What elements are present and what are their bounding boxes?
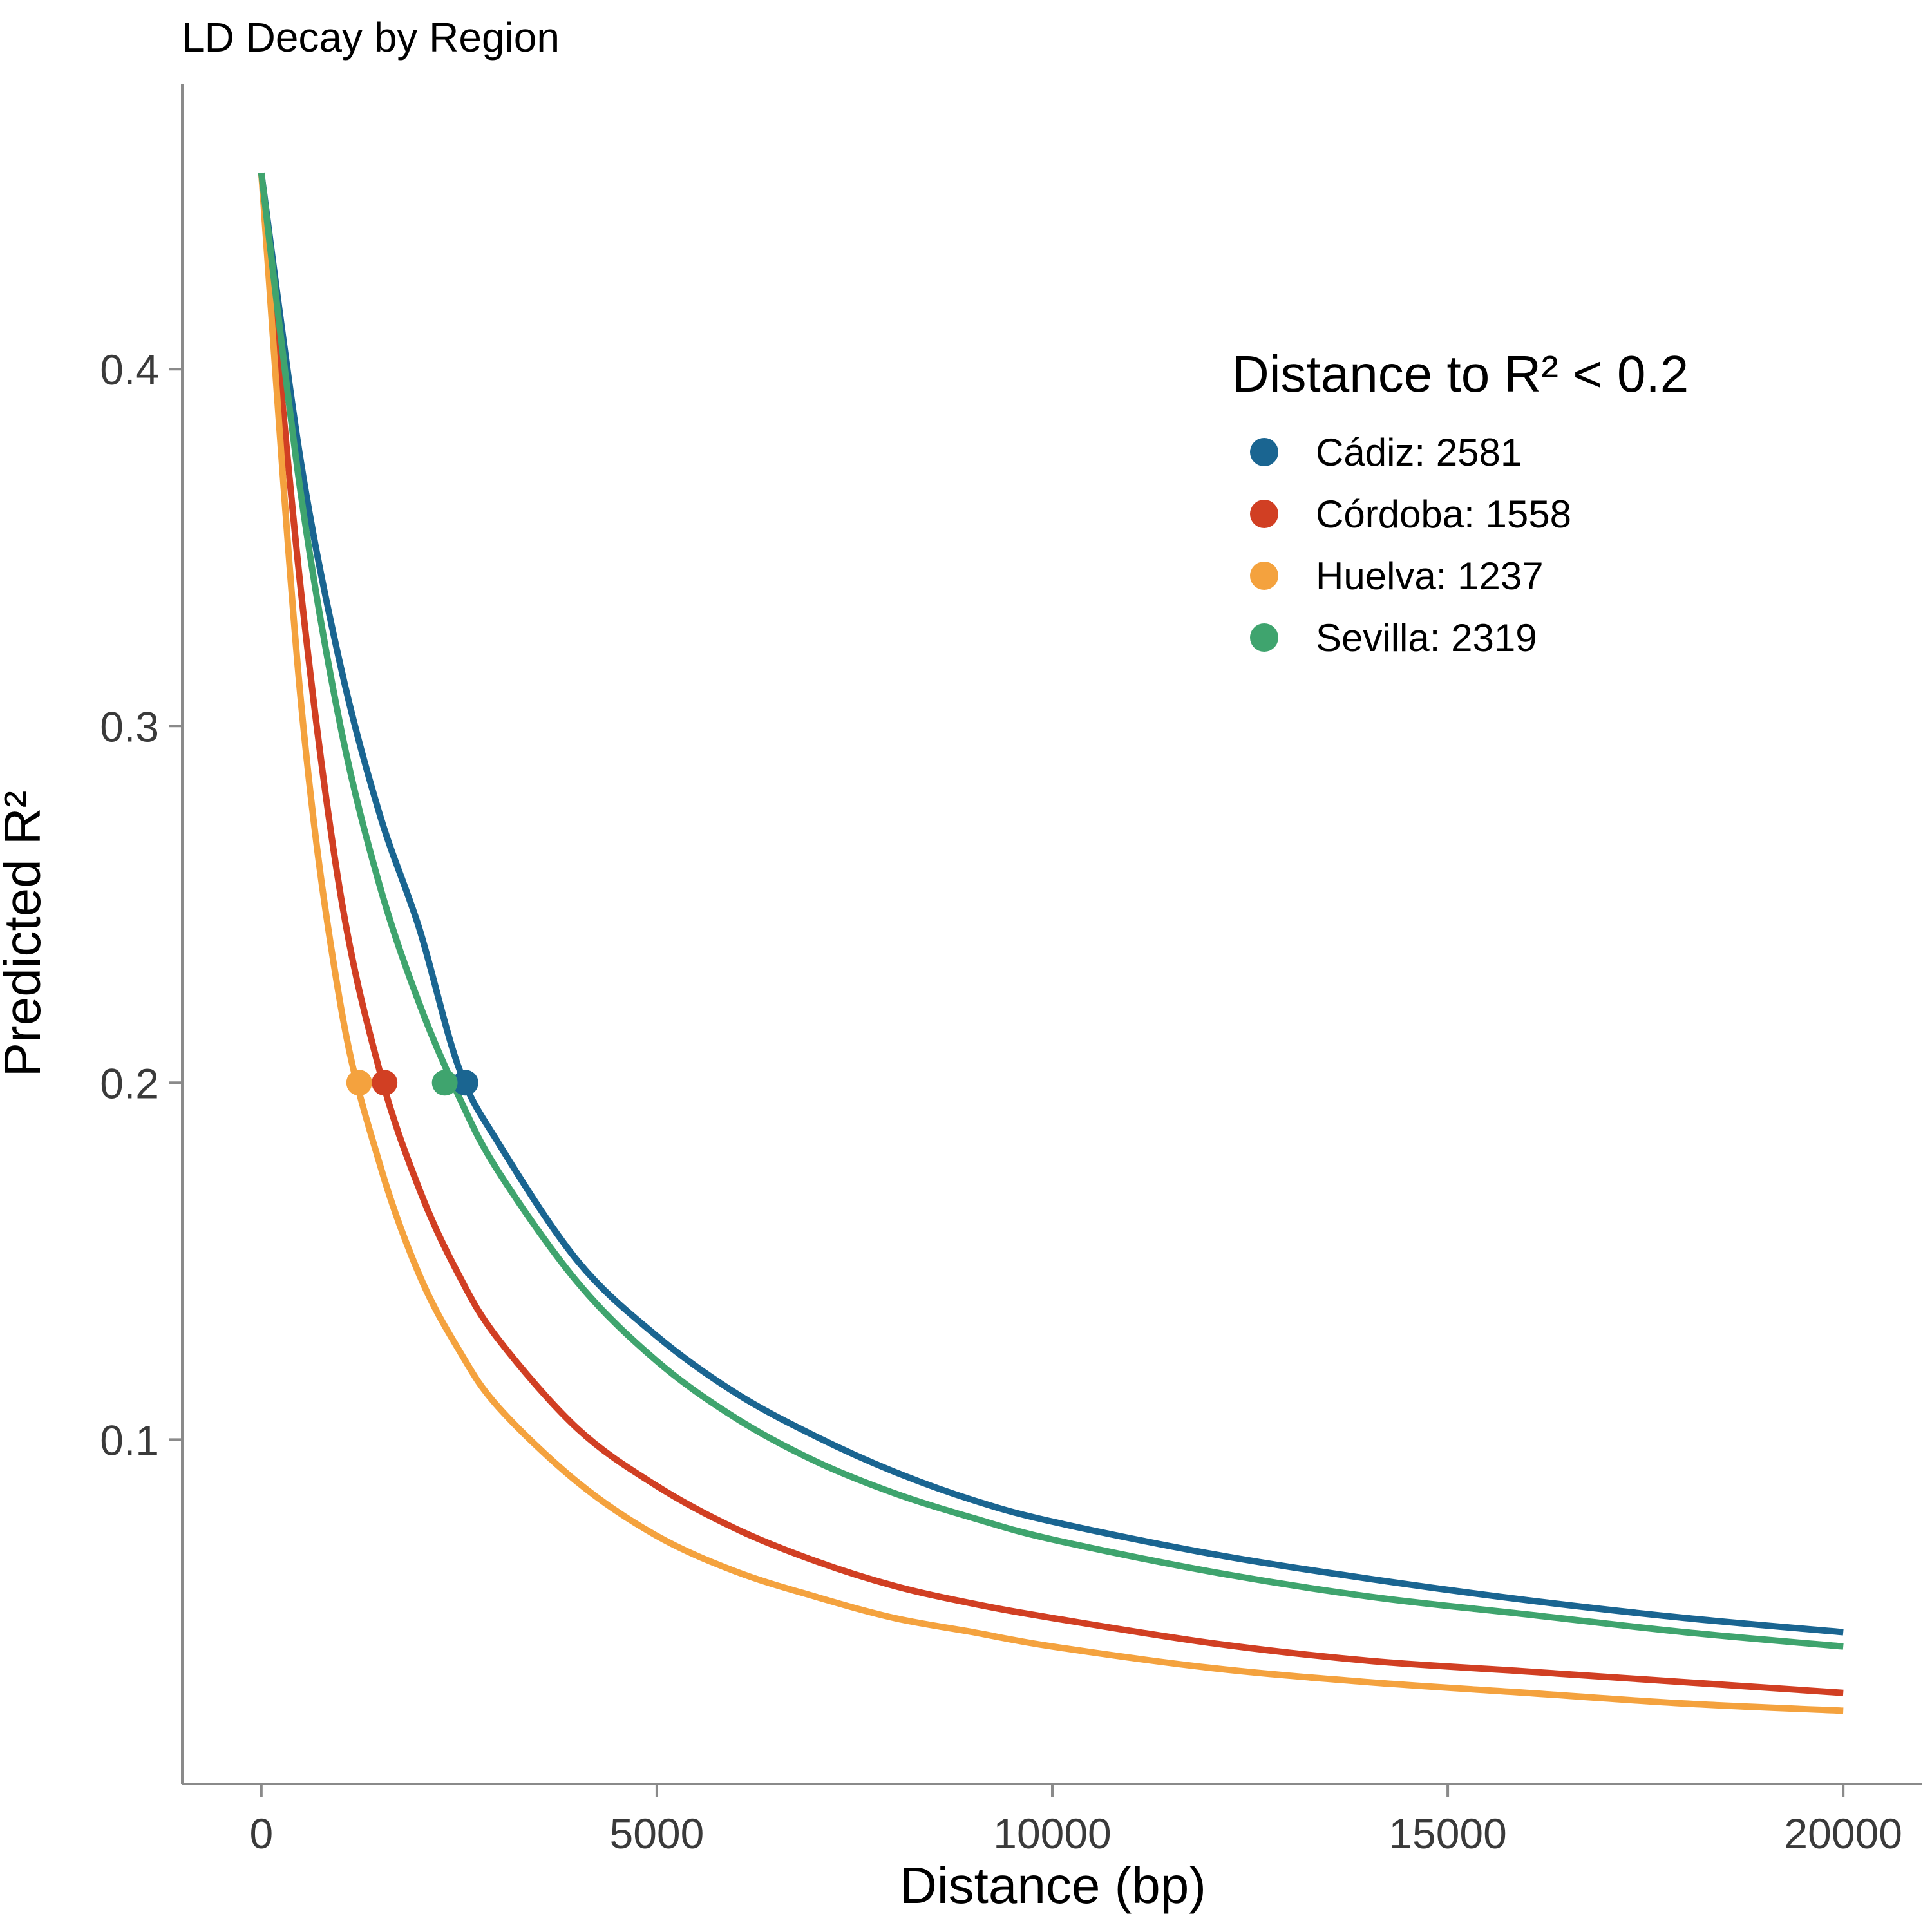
x-tick-label: 5000 <box>609 1810 704 1857</box>
legend-items: Cádiz: 2581 Córdoba: 1558 Huelva: 1237 Sevi… <box>1250 431 1571 659</box>
legend: Distance to R² < 0.2 Cádiz: 2581 Córdoba:… <box>1232 345 1689 659</box>
series-line-0 <box>258 172 1844 1636</box>
x-tick-label: 15000 <box>1388 1810 1507 1857</box>
y-tick-label: 0.2 <box>100 1059 159 1107</box>
y-axis-label: Predicted R² <box>0 791 51 1077</box>
series-curves <box>258 172 1844 1714</box>
x-tick-label: 20000 <box>1784 1810 1902 1857</box>
y-axis-ticks: 0.1 0.2 0.3 0.4 <box>100 346 182 1464</box>
y-tick-label: 0.1 <box>100 1416 159 1464</box>
threshold-point-2 <box>346 1070 372 1096</box>
x-axis-label: Distance (bp) <box>900 1857 1206 1914</box>
x-tick-label: 0 <box>249 1810 273 1857</box>
legend-label: Cádiz: 2581 <box>1316 431 1522 474</box>
threshold-markers <box>346 1070 478 1096</box>
series-line-2 <box>258 173 1844 1714</box>
series-line-1 <box>258 173 1844 1696</box>
legend-swatch <box>1250 500 1278 528</box>
legend-label: Sevilla: 2319 <box>1316 616 1537 659</box>
series-line-3 <box>258 172 1844 1650</box>
x-axis-ticks: 0 5000 10000 15000 20000 <box>249 1784 1902 1857</box>
threshold-point-0 <box>452 1070 478 1096</box>
y-tick-label: 0.4 <box>100 346 159 393</box>
legend-title: Distance to R² < 0.2 <box>1232 345 1689 402</box>
legend-swatch <box>1250 562 1278 590</box>
legend-swatch <box>1250 623 1278 652</box>
legend-label: Córdoba: 1558 <box>1316 493 1571 536</box>
legend-swatch <box>1250 438 1278 466</box>
chart-title: LD Decay by Region <box>182 14 560 61</box>
y-tick-label: 0.3 <box>100 703 159 750</box>
legend-label: Huelva: 1237 <box>1316 554 1544 598</box>
threshold-point-1 <box>372 1070 398 1096</box>
x-tick-label: 10000 <box>993 1810 1112 1857</box>
threshold-point-3 <box>431 1070 458 1096</box>
